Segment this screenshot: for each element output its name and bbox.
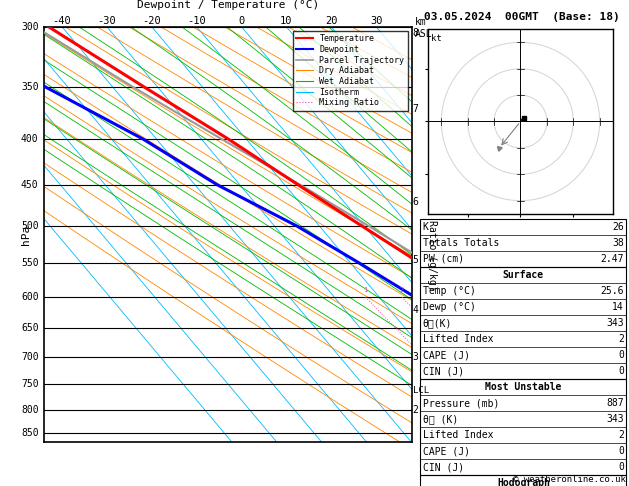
Text: Mixing Ratio (g/kg): Mixing Ratio (g/kg) [427, 179, 437, 290]
Text: Lifted Index: Lifted Index [423, 334, 493, 344]
Text: 650: 650 [21, 324, 38, 333]
Text: 0: 0 [618, 366, 624, 376]
Text: 343: 343 [606, 318, 624, 328]
Text: 03.05.2024  00GMT  (Base: 18): 03.05.2024 00GMT (Base: 18) [424, 12, 620, 22]
Text: km
ASL: km ASL [415, 17, 433, 38]
Text: 300: 300 [21, 22, 38, 32]
Text: 10: 10 [280, 17, 292, 26]
Text: -40: -40 [53, 17, 71, 26]
Text: CAPE (J): CAPE (J) [423, 446, 470, 456]
Text: 0: 0 [618, 350, 624, 360]
Text: PW (cm): PW (cm) [423, 254, 464, 264]
Text: 350: 350 [21, 82, 38, 92]
Text: 2.47: 2.47 [601, 254, 624, 264]
Text: 2: 2 [618, 334, 624, 344]
Text: 343: 343 [606, 414, 624, 424]
Text: Pressure (mb): Pressure (mb) [423, 398, 499, 408]
Text: Most Unstable: Most Unstable [485, 382, 562, 392]
Text: 550: 550 [21, 258, 38, 268]
Text: 450: 450 [21, 180, 38, 190]
Text: CIN (J): CIN (J) [423, 462, 464, 472]
Text: 7: 7 [413, 104, 419, 114]
Text: 14: 14 [612, 302, 624, 312]
Text: 887: 887 [606, 398, 624, 408]
Text: Dewp (°C): Dewp (°C) [423, 302, 476, 312]
Text: 500: 500 [21, 221, 38, 231]
Text: 26: 26 [612, 222, 624, 232]
Text: 30: 30 [370, 17, 382, 26]
Text: -30: -30 [97, 17, 116, 26]
Text: θᴄ(K): θᴄ(K) [423, 318, 452, 328]
Text: 0: 0 [618, 446, 624, 456]
Text: 0: 0 [238, 17, 245, 26]
Text: 3: 3 [413, 352, 419, 363]
Text: hPa: hPa [21, 225, 31, 244]
Text: © weatheronline.co.uk: © weatheronline.co.uk [513, 474, 626, 484]
Text: 25.6: 25.6 [601, 286, 624, 296]
Text: 5: 5 [413, 255, 419, 265]
Text: 2: 2 [400, 287, 404, 293]
Text: 38: 38 [612, 238, 624, 248]
Text: 700: 700 [21, 352, 38, 363]
Text: 4: 4 [413, 305, 419, 315]
Text: 2: 2 [618, 430, 624, 440]
Text: Temp (°C): Temp (°C) [423, 286, 476, 296]
Text: 800: 800 [21, 404, 38, 415]
Text: 1: 1 [364, 287, 368, 293]
Text: CAPE (J): CAPE (J) [423, 350, 470, 360]
Legend: Temperature, Dewpoint, Parcel Trajectory, Dry Adiabat, Wet Adiabat, Isotherm, Mi: Temperature, Dewpoint, Parcel Trajectory… [293, 31, 408, 110]
Text: -10: -10 [187, 17, 206, 26]
Text: 750: 750 [21, 380, 38, 389]
Text: 20: 20 [325, 17, 338, 26]
Text: 6: 6 [413, 197, 419, 207]
Text: LCL: LCL [413, 386, 429, 395]
Text: Hodograph: Hodograph [497, 478, 550, 486]
Text: Surface: Surface [503, 270, 544, 280]
Text: Totals Totals: Totals Totals [423, 238, 499, 248]
Text: 850: 850 [21, 428, 38, 438]
Text: 0: 0 [618, 462, 624, 472]
Text: K: K [423, 222, 428, 232]
Text: 2: 2 [413, 404, 419, 415]
Text: θᴄ (K): θᴄ (K) [423, 414, 458, 424]
Text: Lifted Index: Lifted Index [423, 430, 493, 440]
Text: Dewpoint / Temperature (°C): Dewpoint / Temperature (°C) [137, 0, 319, 10]
Text: 8: 8 [413, 28, 419, 38]
Text: 600: 600 [21, 292, 38, 302]
Text: 400: 400 [21, 134, 38, 144]
Text: kt: kt [431, 35, 442, 43]
Text: -20: -20 [142, 17, 161, 26]
Text: CIN (J): CIN (J) [423, 366, 464, 376]
